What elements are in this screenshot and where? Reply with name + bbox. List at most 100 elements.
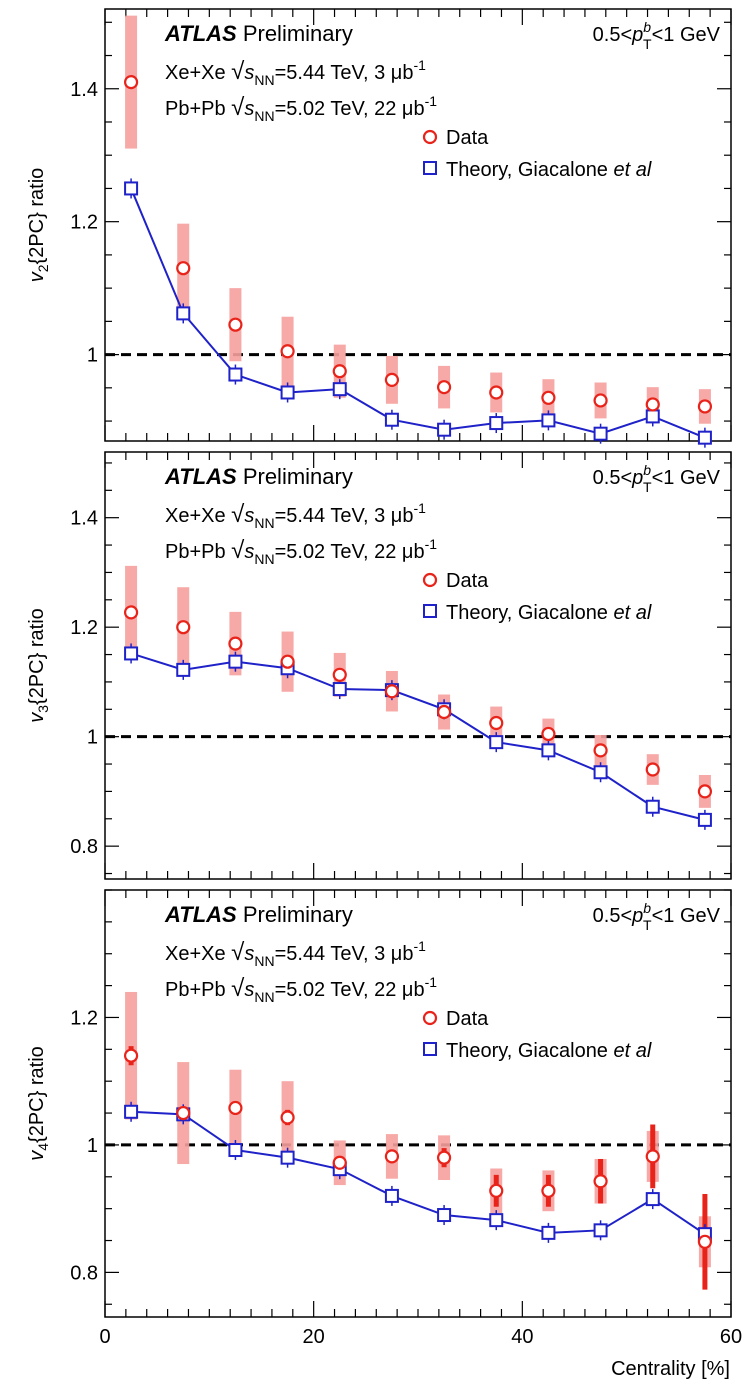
data-point (384, 1149, 400, 1164)
theory-point (541, 1225, 556, 1240)
legend-theory-marker (423, 1042, 437, 1056)
pbpb-label: Pb+Pb √sNN=5.02 TeV, 22 μb-1 (165, 93, 437, 124)
legend-theory-label: Theory, Giacalone et al (446, 602, 652, 624)
pbpb-label: Pb+Pb √sNN=5.02 TeV, 22 μb-1 (165, 974, 437, 1005)
data-point (228, 636, 243, 651)
data-point (697, 784, 713, 799)
pbpb-label: Pb+Pb √sNN=5.02 TeV, 22 μb-1 (165, 536, 437, 567)
panel-3: 0.8 1 1.2 v4{2PC} ratio ATLAS Preliminary 0.5… (26, 889, 732, 1318)
theory-line (131, 1110, 706, 1235)
data-point (123, 605, 139, 620)
theory-point (541, 743, 556, 758)
data-point (489, 1183, 504, 1198)
theory-point (228, 367, 243, 382)
data-point (436, 1150, 452, 1165)
atlas-label: ATLAS Preliminary (164, 464, 353, 489)
data-point (176, 261, 191, 276)
data-point (697, 1234, 713, 1249)
pt-label: 0.5<pb T<1 GeV (593, 19, 721, 52)
theory-point (489, 735, 504, 750)
panels-group: 1 1.2 1.4 v2{2PC} ratio ATLAS Preliminary 0.5… (26, 8, 732, 1318)
x-tick-label: 40 (511, 1326, 533, 1348)
legend-data-label: Data (446, 570, 489, 592)
y-tick-label: 1 (87, 345, 98, 367)
pt-label: 0.5<pb T<1 GeV (593, 900, 721, 933)
data-point (123, 75, 139, 90)
xexe-label: Xe+Xe √sNN=5.44 TeV, 3 μb-1 (165, 938, 426, 969)
theory-point (332, 682, 347, 697)
y-tick-label: 1.2 (70, 212, 98, 234)
theory-point (124, 181, 139, 196)
theory-point (437, 422, 452, 437)
theory-point (593, 765, 608, 780)
data-point (541, 1183, 556, 1198)
panel-2: 0.8 1 1.2 1.4 v3{2PC} ratio ATLAS Preliminary… (26, 451, 732, 880)
theory-point (489, 416, 504, 431)
y-tick-label: 0.8 (70, 836, 98, 858)
theory-point (228, 1143, 243, 1158)
data-point (645, 1149, 660, 1164)
legend-data-marker (422, 129, 438, 145)
x-tick-label: 60 (720, 1326, 742, 1348)
theory-point (489, 1213, 504, 1228)
data-point (176, 620, 191, 635)
theory-point (228, 654, 243, 669)
y-tick-label: 1.2 (70, 617, 98, 639)
theory-point (176, 306, 191, 321)
theory-point (645, 1192, 660, 1207)
data-point (489, 715, 504, 731)
data-point (593, 393, 608, 408)
y-tick-label: 1.2 (70, 1007, 98, 1029)
x-axis-ticks: 0 20 40 60 (99, 1326, 742, 1348)
data-point (593, 743, 608, 758)
theory-point (645, 799, 660, 814)
theory-point (280, 1150, 295, 1165)
theory-point (124, 646, 139, 661)
theory-point (645, 409, 660, 424)
y-axis-title: v4{2PC} ratio (26, 1046, 51, 1161)
theory-point (697, 812, 712, 827)
y-tick-label: 1.4 (70, 79, 98, 101)
atlas-label: ATLAS Preliminary (164, 902, 353, 927)
legend-data-label: Data (446, 1008, 489, 1030)
data-point (645, 762, 660, 777)
x-tick-label: 20 (303, 1326, 325, 1348)
data-point (541, 390, 556, 405)
y-tick-label: 0.8 (70, 1262, 98, 1284)
theory-point (437, 1208, 452, 1223)
y-axis-title: v2{2PC} ratio (26, 168, 51, 283)
data-point (280, 344, 295, 359)
theory-point (332, 382, 347, 397)
data-point (332, 364, 347, 379)
data-point (645, 397, 660, 412)
y-tick-label: 1.4 (70, 508, 98, 530)
data-point (436, 704, 452, 720)
xexe-label: Xe+Xe √sNN=5.44 TeV, 3 μb-1 (165, 57, 426, 88)
pt-label: 0.5<pb T<1 GeV (593, 462, 721, 495)
theory-line (130, 652, 706, 821)
data-point (332, 1155, 347, 1170)
data-point (593, 1174, 608, 1189)
data-point (541, 726, 556, 742)
data-point (176, 1105, 191, 1121)
data-point (280, 654, 295, 669)
theory-point (593, 426, 608, 441)
legend-data-marker (422, 1010, 438, 1026)
data-point (280, 1110, 295, 1125)
legend-theory-marker (423, 161, 437, 175)
data-point (436, 380, 452, 395)
data-point (489, 385, 504, 400)
legend-data-label: Data (446, 127, 489, 149)
data-point (123, 1048, 139, 1063)
data-point (332, 667, 347, 682)
theory-point (176, 662, 191, 677)
data-point (228, 1100, 243, 1116)
data-point (697, 399, 713, 414)
theory-point (697, 430, 712, 445)
theory-point (384, 412, 399, 427)
data-point (384, 372, 400, 387)
theory-line (130, 188, 706, 439)
theory-point (124, 1104, 139, 1119)
